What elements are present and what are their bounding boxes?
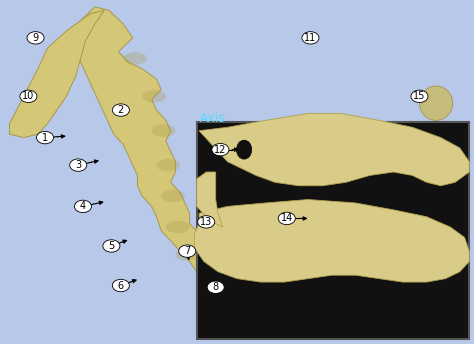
Circle shape (74, 200, 91, 213)
Text: 6: 6 (118, 280, 124, 291)
Text: 13: 13 (200, 217, 212, 227)
Text: Axis: Axis (200, 111, 226, 125)
Text: 11: 11 (304, 33, 317, 43)
Text: 4: 4 (80, 201, 86, 212)
Ellipse shape (175, 248, 199, 261)
Circle shape (198, 216, 215, 228)
Ellipse shape (161, 190, 185, 202)
Ellipse shape (237, 140, 252, 159)
Text: 3: 3 (75, 160, 81, 170)
Ellipse shape (156, 159, 180, 171)
Circle shape (27, 32, 44, 44)
Circle shape (212, 143, 229, 156)
Circle shape (70, 159, 87, 171)
Text: 14: 14 (281, 213, 293, 224)
Circle shape (103, 240, 120, 252)
Ellipse shape (142, 90, 166, 103)
Polygon shape (194, 200, 469, 282)
Text: 7: 7 (184, 246, 191, 256)
Text: 15: 15 (413, 91, 426, 101)
Polygon shape (199, 261, 289, 334)
Circle shape (207, 281, 224, 293)
Text: 9: 9 (33, 33, 38, 43)
Circle shape (112, 279, 129, 292)
Circle shape (302, 32, 319, 44)
Polygon shape (76, 7, 237, 296)
Text: 1: 1 (42, 132, 48, 143)
Polygon shape (9, 10, 104, 138)
Polygon shape (199, 114, 469, 186)
Text: 2: 2 (118, 105, 124, 115)
Ellipse shape (166, 221, 190, 233)
Polygon shape (197, 172, 223, 227)
Circle shape (278, 212, 295, 225)
Ellipse shape (123, 52, 147, 65)
Text: 12: 12 (214, 144, 227, 155)
Circle shape (20, 90, 37, 103)
Circle shape (179, 245, 196, 257)
Text: 10: 10 (22, 91, 35, 101)
Circle shape (36, 131, 54, 144)
Ellipse shape (152, 125, 175, 137)
FancyBboxPatch shape (197, 122, 469, 339)
Text: 5: 5 (108, 241, 115, 251)
Ellipse shape (419, 86, 453, 120)
Circle shape (112, 104, 129, 116)
Text: 8: 8 (213, 282, 219, 292)
Circle shape (411, 90, 428, 103)
